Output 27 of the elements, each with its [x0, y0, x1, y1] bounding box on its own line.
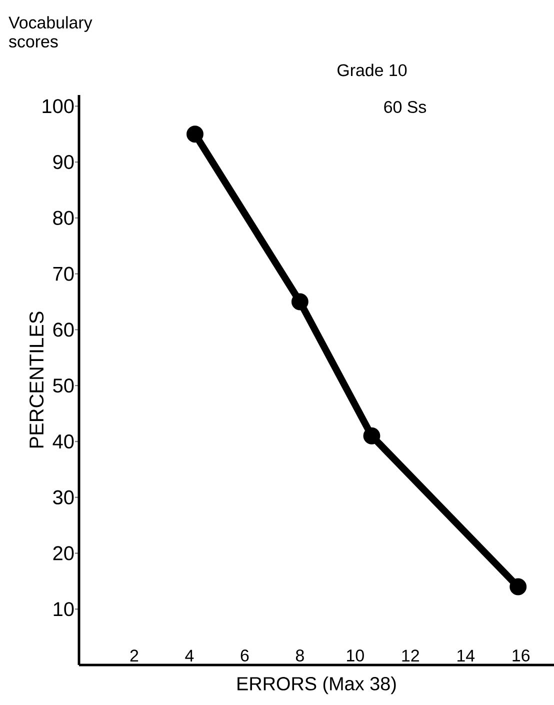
point: [186, 126, 204, 143]
point: [510, 578, 527, 596]
y-tick-label: 100: [42, 99, 74, 114]
x-tick-label: 2: [130, 650, 138, 662]
y-tick-label: 50: [53, 378, 74, 393]
annotation: 60 Ss: [384, 100, 426, 113]
x-tick-label: 12: [402, 650, 419, 662]
y-tick-label: 80: [53, 210, 74, 225]
y-tick-label: 10: [54, 602, 74, 616]
x-tick-label: 8: [296, 649, 304, 662]
y-tick-label: 90: [53, 155, 74, 170]
y-tick-label: 40: [52, 434, 74, 449]
x-tick-label: 4: [185, 650, 194, 662]
x-tick-label: 10: [347, 649, 364, 662]
y-axis-title: PERCENTILES: [30, 312, 44, 448]
x-axis-title: ERRORS (Max 38): [238, 676, 396, 694]
y-tick-label: 30: [53, 490, 74, 504]
x-tick-label: 14: [458, 650, 475, 662]
y-tick-label: 20: [53, 546, 74, 560]
y-tick-label: 60: [53, 322, 74, 337]
x-tick-label: 6: [240, 649, 249, 662]
point: [291, 293, 308, 310]
x-tick-label: 16: [512, 649, 530, 662]
chart-title: Vocabulary scores: [8, 16, 92, 48]
point: [363, 427, 380, 444]
y-tick-label: 70: [53, 266, 74, 281]
text: Grade 10: [338, 64, 407, 76]
